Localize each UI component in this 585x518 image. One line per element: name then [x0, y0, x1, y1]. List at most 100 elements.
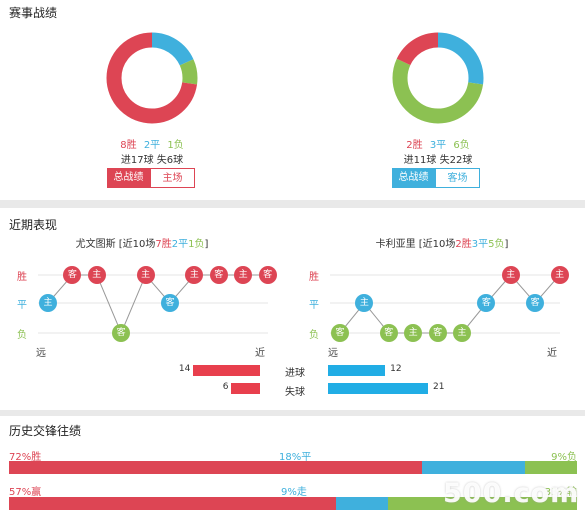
handicap-result-bar	[9, 497, 577, 510]
recent-form-panel: 近期表现 尤文图斯 [近10场7胜2平1负] 卡利亚里 [近10场2胜3平5负]…	[0, 208, 585, 410]
away-goals-scored: 进11球	[403, 155, 437, 166]
away-draw-count: 3平	[429, 140, 447, 151]
older-label: 远	[328, 348, 338, 359]
home-donut-chart	[106, 32, 198, 124]
home-goal-bar	[231, 383, 260, 394]
section-title: 近期表现	[9, 218, 58, 232]
away-form-header: 卡利亚里 [近10场2胜3平5负]	[342, 235, 542, 250]
match-marker[interactable]: 客	[63, 266, 82, 284]
match-marker[interactable]: 主	[355, 294, 374, 312]
match-marker[interactable]: 客	[209, 266, 228, 284]
handicap-push-label: 9%走	[281, 487, 307, 498]
goal-comparison: 进球 失球 14 6 12 21	[0, 208, 585, 410]
tab-home[interactable]: 主场	[150, 168, 195, 188]
home-team-name: 尤文图斯	[75, 239, 116, 250]
home-goal-value: 14	[178, 364, 191, 374]
match-marker[interactable]: 客	[477, 294, 496, 312]
home-filter-tabs: 总战绩 主场	[107, 168, 195, 188]
axis-label-loss: 负	[17, 330, 27, 341]
home-goals-conceded: 失6球	[156, 155, 184, 166]
axis-label-loss: 负	[309, 330, 319, 341]
axis-label-draw: 平	[17, 300, 27, 311]
h2h-result-bar	[9, 461, 577, 474]
conceded-label: 失球	[285, 387, 305, 398]
away-loss-count: 6负	[453, 140, 470, 151]
head-win: 7胜	[155, 239, 172, 250]
match-marker[interactable]: 客	[379, 324, 398, 342]
away-donut-chart	[392, 32, 484, 124]
h2h-loss-label: 9%负	[551, 452, 577, 463]
form-trend-line	[339, 274, 560, 334]
bar-segment-loss	[387, 497, 577, 510]
head-win: 2胜	[455, 239, 472, 250]
recent-label: 近	[255, 348, 265, 359]
donut-slice-win	[392, 32, 484, 124]
axis-label-draw: 平	[309, 300, 319, 311]
site-watermark: 500.com	[443, 478, 580, 509]
match-marker[interactable]: 客	[161, 294, 179, 312]
head-loss: 1负	[188, 239, 205, 250]
bar-segment-draw	[422, 461, 526, 474]
away-win-count: 2胜	[406, 140, 423, 151]
match-marker[interactable]: 客	[331, 324, 349, 342]
home-loss-count: 1负	[167, 140, 184, 151]
tab-away[interactable]: 客场	[435, 168, 480, 188]
h2h-draw-label: 18%平	[279, 452, 312, 463]
match-marker[interactable]: 主	[39, 294, 57, 312]
home-goals-scored: 进17球	[120, 155, 154, 166]
section-title: 赛事战绩	[9, 6, 58, 20]
h2h-win-label: 72%胜	[9, 452, 42, 463]
away-goal-value: 12	[390, 364, 402, 374]
home-form-chart: 胜平负主客主客主客主客主客远近	[0, 208, 292, 368]
match-marker[interactable]: 主	[550, 266, 569, 284]
match-marker[interactable]: 主	[87, 266, 106, 284]
tab-overall[interactable]: 总战绩	[392, 168, 435, 188]
axis-label-win: 胜	[17, 272, 27, 283]
bar-segment-win	[9, 461, 423, 474]
match-marker[interactable]: 主	[404, 324, 423, 342]
match-marker[interactable]: 主	[185, 266, 204, 284]
match-marker[interactable]: 客	[428, 324, 447, 342]
home-wdl: 8胜 2平 1负	[52, 136, 252, 151]
bar-segment-win	[9, 497, 337, 510]
recent-label: 近	[547, 348, 557, 359]
bar-segment-draw	[336, 497, 388, 510]
away-goals: 进11球 失22球	[338, 151, 538, 166]
home-goals: 进17球 失6球	[52, 151, 252, 166]
match-marker[interactable]: 客	[258, 266, 277, 284]
older-label: 远	[36, 348, 46, 359]
away-goals-conceded: 失22球	[439, 155, 473, 166]
donut-slice-loss	[392, 32, 484, 124]
away-goal-value: 21	[433, 382, 445, 392]
donut-slice-win	[106, 32, 198, 124]
head-open: [近10场	[115, 239, 156, 250]
season-record-panel: 赛事战绩 8胜 2平 1负 进17球 失6球 总战绩 主场 2胜 3平 6负 进…	[0, 0, 585, 200]
head-loss: 5负	[488, 239, 505, 250]
away-form-chart: 胜平负客主客主客主客主客主远近	[292, 208, 585, 368]
bar-segment-loss	[525, 461, 577, 474]
head-draw: 3平	[471, 239, 489, 250]
away-filter-tabs: 总战绩 客场	[392, 168, 480, 188]
head-open: [近10场	[415, 239, 456, 250]
handicap-lose-label: 33%输	[544, 487, 577, 498]
away-goal-bar	[328, 365, 386, 376]
match-marker[interactable]: 客	[112, 324, 131, 342]
match-marker[interactable]: 主	[501, 266, 520, 284]
handicap-win-label: 57%赢	[9, 487, 42, 498]
away-wdl: 2胜 3平 6负	[338, 136, 538, 151]
head-draw: 2平	[171, 239, 189, 250]
head-to-head-panel: 历史交锋往绩 72%胜 18%平 9%负 57%赢 9%走 33%输	[0, 416, 585, 518]
match-marker[interactable]: 客	[526, 294, 545, 312]
scored-label: 进球	[285, 368, 305, 379]
form-trend-line	[47, 274, 268, 335]
home-goal-value: 6	[222, 382, 229, 392]
axis-label-win: 胜	[309, 272, 319, 283]
match-marker[interactable]: 主	[453, 324, 471, 342]
head-close: ]	[204, 239, 209, 250]
home-form-header: 尤文图斯 [近10场7胜2平1负]	[42, 235, 242, 250]
away-team-name: 卡利亚里	[375, 239, 416, 250]
tab-overall[interactable]: 总战绩	[107, 168, 150, 188]
match-marker[interactable]: 主	[234, 266, 253, 284]
match-marker[interactable]: 主	[136, 266, 155, 284]
donut-slice-loss	[106, 32, 198, 124]
